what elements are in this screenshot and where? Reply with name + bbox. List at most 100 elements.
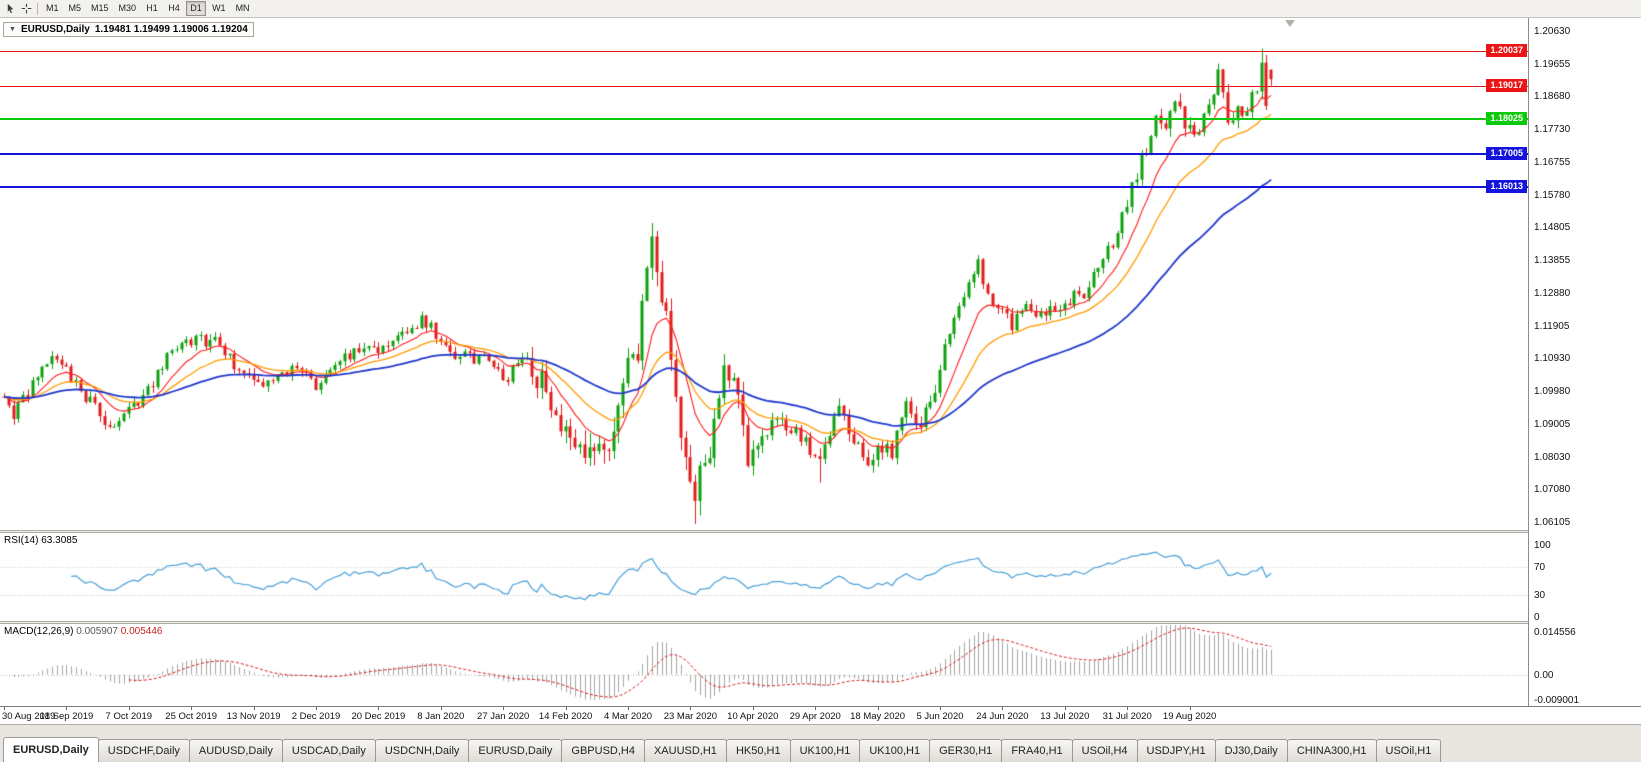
chart-tab-9-uk100-h1[interactable]: UK100,H1	[789, 739, 861, 762]
timeframe-button-m30[interactable]: M30	[115, 1, 141, 16]
rsi-scale-label-0: 0	[1534, 612, 1540, 623]
chart-title: ▼ EURUSD,Daily 1.19481 1.19499 1.19006 1…	[3, 22, 254, 37]
price-scale[interactable]: 1.20630 1.19655 1.18680 1.17730 1.16755 1.157…	[1528, 18, 1641, 706]
rsi-pane[interactable]: RSI(14) 63.3085	[0, 533, 1528, 621]
timeframe-toolbar: M1 M5 M15 M30 H1 H4 D1 W1 MN	[0, 0, 1641, 18]
rsi-scale-label-30: 30	[1534, 590, 1546, 602]
time-axis-tick	[815, 707, 816, 710]
time-axis-label-19-Aug-2020: 19 Aug 2020	[1162, 711, 1217, 722]
timeframe-button-m5[interactable]: M5	[65, 1, 86, 16]
chart-tab-11-ger30-h1[interactable]: GER30,H1	[929, 739, 1003, 762]
price-badge-1.20037: 1.20037	[1486, 44, 1527, 57]
chart-tab-14-usdjpy-h1[interactable]: USDJPY,H1	[1136, 739, 1216, 762]
price-scale-label-1.09980: 1.09980	[1534, 386, 1571, 398]
chart-tab-5-eurusd-daily[interactable]: EURUSD,Daily	[468, 739, 563, 762]
price-scale-label-1.12880: 1.12880	[1534, 287, 1571, 299]
timeframe-buttons: M1 M5 M15 M30 H1 H4 D1 W1 MN	[41, 1, 255, 16]
chart-tab-4-usdcnh-daily[interactable]: USDCNH,Daily	[374, 739, 470, 762]
time-axis-label-27-Jan-2020: 27 Jan 2020	[477, 711, 530, 722]
price-badge-1.19017: 1.19017	[1486, 79, 1527, 92]
price-scale-label-1.17730: 1.17730	[1534, 124, 1571, 136]
crosshair-icon[interactable]	[18, 1, 34, 16]
chart-tab-bar: EURUSD,Daily USDCHF,Daily AUDUSD,Daily USDC…	[0, 724, 1641, 762]
collapse-arrow-icon[interactable]: ▼	[9, 26, 16, 33]
chart-symbol-label: EURUSD,Daily	[20, 24, 90, 35]
macd-main-value: 0.005907	[76, 626, 118, 637]
candlestick-canvas[interactable]	[0, 18, 1528, 530]
rsi-label: RSI(14) 63.3085	[4, 535, 77, 546]
price-badge-1.16013: 1.16013	[1486, 180, 1527, 193]
timeframe-button-w1[interactable]: W1	[208, 1, 230, 16]
chart-tab-8-hk50-h1[interactable]: HK50,H1	[725, 739, 791, 762]
chart-tab-2-audusd-daily[interactable]: AUDUSD,Daily	[188, 739, 283, 762]
chart-tab-7-xauusd-h1[interactable]: XAUUSD,H1	[643, 739, 727, 762]
main-price-pane[interactable]: ▼ EURUSD,Daily 1.19481 1.19499 1.19006 1…	[0, 18, 1528, 530]
price-scale-label-1.06105: 1.06105	[1534, 517, 1571, 528]
pane-splitter-macd[interactable]	[0, 621, 1641, 624]
price-scale-label-1.09005: 1.09005	[1534, 418, 1571, 430]
time-axis-tick	[378, 707, 379, 710]
rsi-scale-label-100: 100	[1534, 540, 1551, 551]
timeframe-button-m15[interactable]: M15	[87, 1, 113, 16]
chart-tab-3-usdcad-daily[interactable]: USDCAD,Daily	[281, 739, 376, 762]
time-axis-label-18-Sep-2019: 18 Sep 2019	[39, 711, 94, 722]
macd-scale-label--0.009001: -0.009001	[1534, 695, 1580, 706]
time-axis-tick	[4, 707, 5, 710]
horizontal-line-support-1.16013[interactable]	[0, 186, 1528, 188]
time-axis-tick	[1065, 707, 1066, 710]
time-axis-tick	[441, 707, 442, 710]
chart-tab-1-usdchf-daily[interactable]: USDCHF,Daily	[97, 739, 190, 762]
time-axis-tick	[753, 707, 754, 710]
price-badge-1.17005: 1.17005	[1486, 147, 1527, 160]
time-axis-label-20-Dec-2019: 20 Dec 2019	[351, 711, 406, 722]
time-axis-tick	[66, 707, 67, 710]
time-axis-label-13-Jul-2020: 13 Jul 2020	[1040, 711, 1090, 722]
time-axis-label-10-Apr-2020: 10 Apr 2020	[727, 711, 779, 722]
macd-scale-label-0.014556: 0.014556	[1534, 627, 1576, 638]
horizontal-line-resistance-1.20037[interactable]	[0, 51, 1528, 52]
time-axis-tick	[316, 707, 317, 710]
time-axis-label-13-Nov-2019: 13 Nov 2019	[226, 711, 281, 722]
chart-tab-15-dj30-daily[interactable]: DJ30,Daily	[1214, 739, 1288, 762]
price-scale-label-1.07080: 1.07080	[1534, 484, 1571, 496]
timeframe-button-d1[interactable]: D1	[186, 1, 207, 16]
time-axis-label-23-Mar-2020: 23 Mar 2020	[663, 711, 718, 722]
horizontal-line-resistance-1.19017[interactable]	[0, 86, 1528, 87]
time-axis-tick	[878, 707, 879, 710]
time-axis-label-31-Jul-2020: 31 Jul 2020	[1102, 711, 1152, 722]
chart-tab-16-china300-h1[interactable]: CHINA300,H1	[1286, 739, 1377, 762]
chart-tab-17-usoil-h1[interactable]: USOil,H1	[1375, 739, 1442, 762]
rsi-canvas[interactable]	[0, 533, 1528, 621]
time-axis[interactable]: 30 Aug 2019 18 Sep 2019 7 Oct 2019 25 Oct 2…	[0, 706, 1641, 724]
time-axis-tick	[129, 707, 130, 710]
time-axis-label-25-Oct-2019: 25 Oct 2019	[165, 711, 218, 722]
timeframe-button-mn[interactable]: MN	[232, 1, 254, 16]
price-scale-label-1.10930: 1.10930	[1534, 353, 1571, 365]
cursor-icon[interactable]	[2, 1, 18, 16]
chart-tab-12-fra40-h1[interactable]: FRA40,H1	[1001, 739, 1073, 762]
pane-splitter-rsi[interactable]	[0, 530, 1641, 533]
price-scale-label-1.18680: 1.18680	[1534, 91, 1571, 103]
chart-ohlc-values: 1.19481 1.19499 1.19006 1.19204	[94, 24, 248, 35]
time-axis-tick	[1002, 707, 1003, 710]
time-axis-label-8-Jan-2020: 8 Jan 2020	[417, 711, 465, 722]
time-axis-label-7-Oct-2019: 7 Oct 2019	[105, 711, 153, 722]
macd-pane[interactable]: MACD(12,26,9) 0.005907 0.005446	[0, 624, 1528, 706]
chart-tab-6-gbpusd-h4[interactable]: GBPUSD,H4	[561, 739, 645, 762]
chart-tab-0-eurusd-daily[interactable]: EURUSD,Daily	[3, 737, 99, 762]
price-badge-1.18025: 1.18025	[1486, 112, 1527, 125]
timeframe-button-m1[interactable]: M1	[42, 1, 63, 16]
timeframe-button-h4[interactable]: H4	[164, 1, 184, 16]
horizontal-line-support-1.17005[interactable]	[0, 153, 1528, 155]
timeframe-button-h1[interactable]: H1	[142, 1, 162, 16]
chart-tab-10-uk100-h1[interactable]: UK100,H1	[859, 739, 931, 762]
chart-tab-13-usoil-h4[interactable]: USOil,H4	[1071, 739, 1138, 762]
macd-canvas[interactable]	[0, 624, 1528, 706]
macd-name: MACD(12,26,9)	[4, 626, 74, 637]
price-scale-label-1.14805: 1.14805	[1534, 222, 1571, 234]
time-axis-tick	[503, 707, 504, 710]
time-axis-tick	[1127, 707, 1128, 710]
price-scale-label-1.20630: 1.20630	[1534, 26, 1571, 37]
rsi-name: RSI(14)	[4, 535, 39, 546]
horizontal-line-support-1.18025[interactable]	[0, 118, 1528, 120]
